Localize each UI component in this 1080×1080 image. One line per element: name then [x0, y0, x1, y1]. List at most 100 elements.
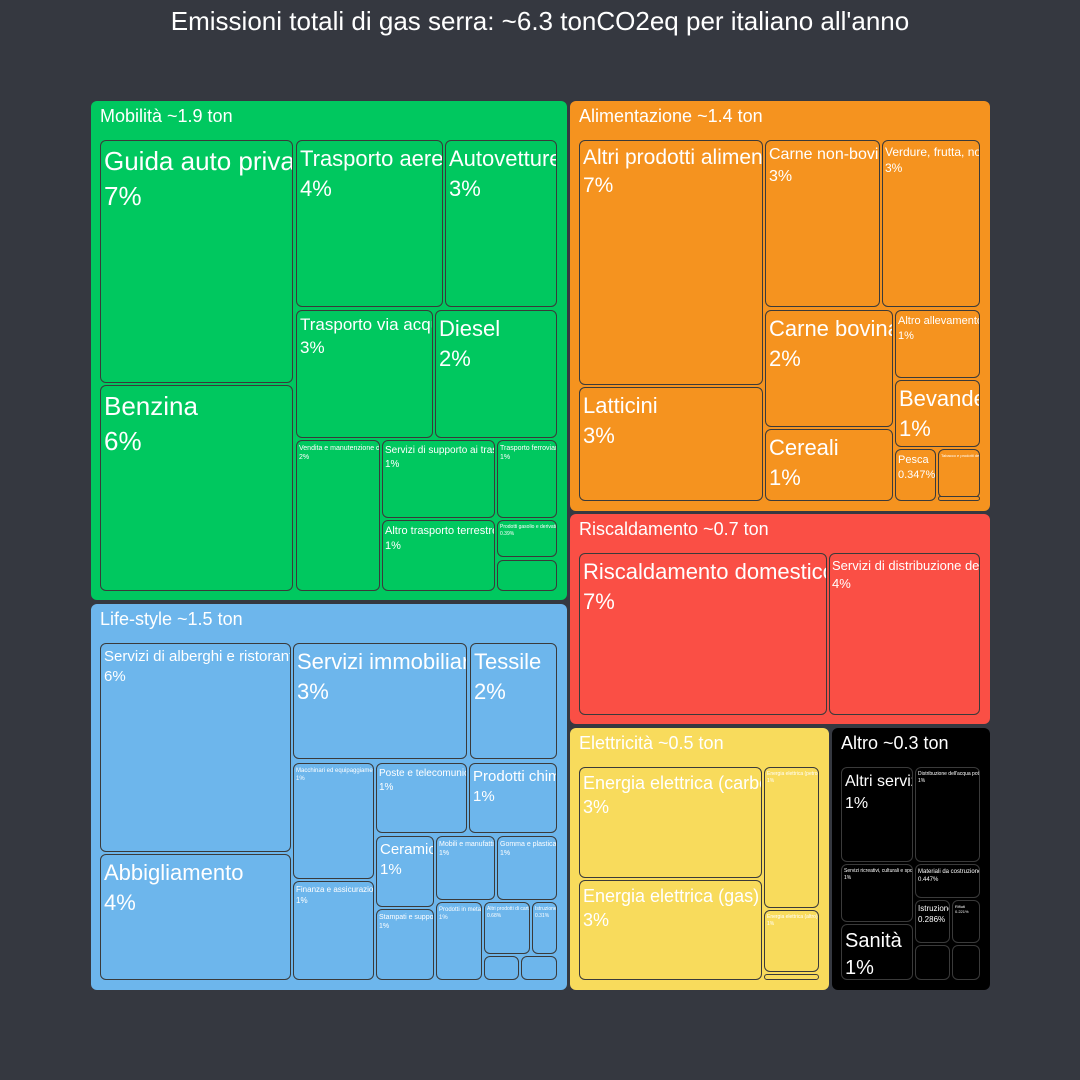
tile-label: Energia elettrica (gas)	[583, 886, 760, 906]
treemap-tile-abbigliamento[interactable]: Abbigliamento 4%	[100, 854, 291, 980]
treemap-tile-macchinari-ed-equipaggiamento[interactable]: Macchinari ed equipaggiamento 1%	[293, 763, 374, 879]
treemap-tile-altro-allevamento[interactable]: Altro allevamento 1%	[895, 310, 980, 378]
tile-label: Pesca	[898, 454, 929, 466]
treemap-tile-servizi-immobiliari[interactable]: Servizi immobiliari 3%	[293, 643, 467, 759]
tile-label: Ceramica	[380, 841, 433, 858]
treemap-tile-istruzione[interactable]: Istruzione 0.286%	[915, 900, 950, 943]
tile-label: Verdure, frutta, noci	[885, 145, 980, 159]
treemap-tile-trasporto-via-acqua[interactable]: Trasporto via acqua 3%	[296, 310, 433, 438]
tile-label: Energia elettrica (altro)	[767, 914, 818, 920]
tile-value: 2%	[474, 678, 506, 704]
tile-value: 0.31%	[535, 912, 550, 919]
treemap-tile[interactable]	[497, 560, 557, 591]
treemap-tile-materiali-da-costruzione[interactable]: Materiali da costruzione 0.447%	[915, 864, 980, 898]
tile-value: 1%	[845, 957, 874, 979]
tile-label: Stampati e supporti	[379, 914, 434, 921]
tile-value: 1%	[898, 329, 914, 342]
tile-value: 1%	[296, 895, 308, 905]
treemap-tile-energia-elettrica-gas[interactable]: Energia elettrica (gas) 3%	[579, 880, 762, 980]
tile-label: Materiali da costruzione	[918, 869, 980, 875]
treemap-tile-carne-bovina[interactable]: Carne bovina 2%	[765, 310, 893, 427]
treemap-tile-energia-elettrica-altro[interactable]: Energia elettrica (altro) 1%	[764, 910, 819, 972]
tile-value: 0.68%	[487, 912, 502, 919]
tile-label: Macchinari ed equipaggiamento	[296, 768, 374, 774]
treemap-tile-ceramica[interactable]: Ceramica 1%	[376, 836, 434, 907]
treemap-tile-carne-non-bovina[interactable]: Carne non-bovina 3%	[765, 140, 880, 307]
treemap-tile-servizi-di-alberghi-e-ristoranti[interactable]: Servizi di alberghi e ristoranti 6%	[100, 643, 291, 852]
treemap-tile-pesca[interactable]: Pesca 0.347%	[895, 449, 936, 501]
tile-label: Guida auto privata	[104, 146, 293, 176]
tile-value: 1%	[844, 874, 852, 881]
treemap-tile-prodotti-chimici[interactable]: Prodotti chimici 1%	[469, 763, 557, 833]
treemap-tile[interactable]	[915, 945, 950, 980]
tile-value: 0.447%	[918, 877, 939, 884]
tile-label: Autovetture	[449, 146, 557, 171]
treemap-tile-servizi-ricreativi-culturali-e-sportivi[interactable]: Servizi ricreativi, culturali e sportivi…	[841, 864, 913, 922]
treemap-tile-trasporto-ferroviario[interactable]: Trasporto ferroviario 1%	[497, 440, 557, 518]
treemap-tile[interactable]	[764, 974, 819, 980]
treemap-tile-bevande[interactable]: Bevande 1%	[895, 380, 980, 447]
treemap-tile-benzina[interactable]: Benzina 6%	[100, 385, 293, 591]
treemap-tile[interactable]	[952, 945, 980, 980]
treemap-tile-distribuzione-dell-acqua-potabile[interactable]: Distribuzione dell'acqua potabile1%	[915, 767, 980, 862]
treemap-tile-servizi-di-supporto-ai-trasporti[interactable]: Servizi di supporto ai trasporti 1%	[382, 440, 495, 518]
tile-label: Altri prodotti di carta	[487, 906, 530, 912]
treemap-group-label: Mobilità ~1.9 ton	[100, 106, 233, 126]
tile-value: 0.286%	[918, 914, 946, 924]
treemap-tile-latticini[interactable]: Latticini 3%	[579, 387, 763, 501]
tile-label: Distribuzione dell'acqua potabile	[918, 771, 979, 777]
tile-label: Servizi di distribuzione del gas	[832, 558, 980, 573]
treemap-group-label: Elettricità ~0.5 ton	[579, 733, 724, 753]
treemap-tile-sanita[interactable]: Sanità 1%	[841, 924, 913, 980]
treemap-group-label: Alimentazione ~1.4 ton	[579, 106, 763, 126]
treemap-tile-servizi-di-distribuzione-del-gas[interactable]: Servizi di distribuzione del gas 4%	[829, 553, 980, 715]
tile-label: Sanità	[845, 930, 902, 952]
tile-label: Servizi immobiliari	[297, 649, 467, 674]
treemap-tile-altri-prodotti-di-carta[interactable]: Altri prodotti di carta 0.68%	[484, 902, 530, 954]
treemap-tile-diesel[interactable]: Diesel 2%	[435, 310, 557, 438]
treemap-tile-prodotti-gasolio-e-derivati[interactable]: Prodotti gasolio e derivati 0.39%	[497, 520, 557, 557]
tile-label: Servizi ricreativi, culturali e sportivi	[844, 868, 913, 874]
treemap-tile-vendita-e-manutenzione-di-veicoli[interactable]: Vendita e manutenzione di veicoli 2%	[296, 440, 380, 591]
tile-label: Trasporto via acqua	[300, 315, 432, 334]
treemap-tile-tessile[interactable]: Tessile 2%	[470, 643, 557, 759]
tile-label: Altri prodotti alimentari	[583, 146, 763, 169]
treemap-tile-finanza-e-assicurazioni[interactable]: Finanza e assicurazioni 1%	[293, 881, 374, 980]
treemap-tile-energia-elettrica-petrolio[interactable]: Energia elettrica (petrolio) 1%	[764, 767, 819, 908]
treemap-tile-energia-elettrica-carbone[interactable]: Energia elettrica (carbone) 3%	[579, 767, 762, 878]
treemap-tile-altri-servizi[interactable]: Altri servizi 1%	[841, 767, 913, 862]
treemap-tile-istruzione[interactable]: Istruzione 0.31%	[532, 902, 557, 954]
treemap-tile-riscaldamento-domestico[interactable]: Riscaldamento domestico 7%	[579, 553, 827, 715]
treemap-tile-rifiuti[interactable]: Rifiuti 0.221%	[952, 900, 980, 943]
treemap-tile-prodotti-in-metallo[interactable]: Prodotti in metallo 1%	[436, 902, 482, 980]
tile-value: 3%	[449, 175, 481, 201]
treemap-tile-gomma-e-plastica[interactable]: Gomma e plastica 1%	[497, 836, 557, 900]
tile-label: Vendita e manutenzione di veicoli	[299, 445, 380, 452]
treemap-tile[interactable]	[521, 956, 557, 980]
tile-label: Prodotti in metallo	[439, 907, 482, 913]
tile-label: Istruzione	[535, 906, 557, 912]
chart-title: Emissioni totali di gas serra: ~6.3 tonC…	[170, 6, 910, 36]
treemap-tile-stampati-e-supporti[interactable]: Stampati e supporti 1%	[376, 909, 434, 980]
treemap-tile-altri-prodotti-alimentari[interactable]: Altri prodotti alimentari 7%	[579, 140, 763, 385]
treemap-tile-altro-trasporto-terrestre[interactable]: Altro trasporto terrestre 1%	[382, 520, 495, 591]
treemap-tile-trasporto-aereo[interactable]: Trasporto aereo 4%	[296, 140, 443, 307]
treemap-tile-cereali[interactable]: Cereali 1%	[765, 429, 893, 501]
tile-label: Benzina	[104, 391, 198, 421]
treemap-tile-verdure-frutta-noci[interactable]: Verdure, frutta, noci 3%	[882, 140, 980, 307]
treemap-tile-poste-e-telecomunicazioni[interactable]: Poste e telecomunicazioni 1%	[376, 763, 467, 833]
treemap-tile-mobili-e-manufatti-vari[interactable]: Mobili e manufatti vari 1%	[436, 836, 495, 900]
treemap-tile[interactable]	[484, 956, 519, 980]
tile-value: 1%	[767, 920, 775, 927]
tile-value: 1%	[380, 861, 402, 879]
treemap-tile-tabacco-e-prodotti-del-tabacco[interactable]: Tabacco e prodotti del tabacco	[938, 449, 980, 498]
treemap-tile[interactable]	[938, 496, 980, 501]
treemap-tile-guida-auto-privata[interactable]: Guida auto privata 7%	[100, 140, 293, 383]
tile-value: 7%	[583, 588, 615, 614]
tile-value: 3%	[300, 337, 325, 357]
treemap-tile-autovetture[interactable]: Autovetture 3%	[445, 140, 557, 307]
tile-label: Prodotti chimici	[473, 768, 556, 785]
tile-value: 0.39%	[500, 530, 515, 537]
tile-label: Abbigliamento	[104, 860, 244, 885]
